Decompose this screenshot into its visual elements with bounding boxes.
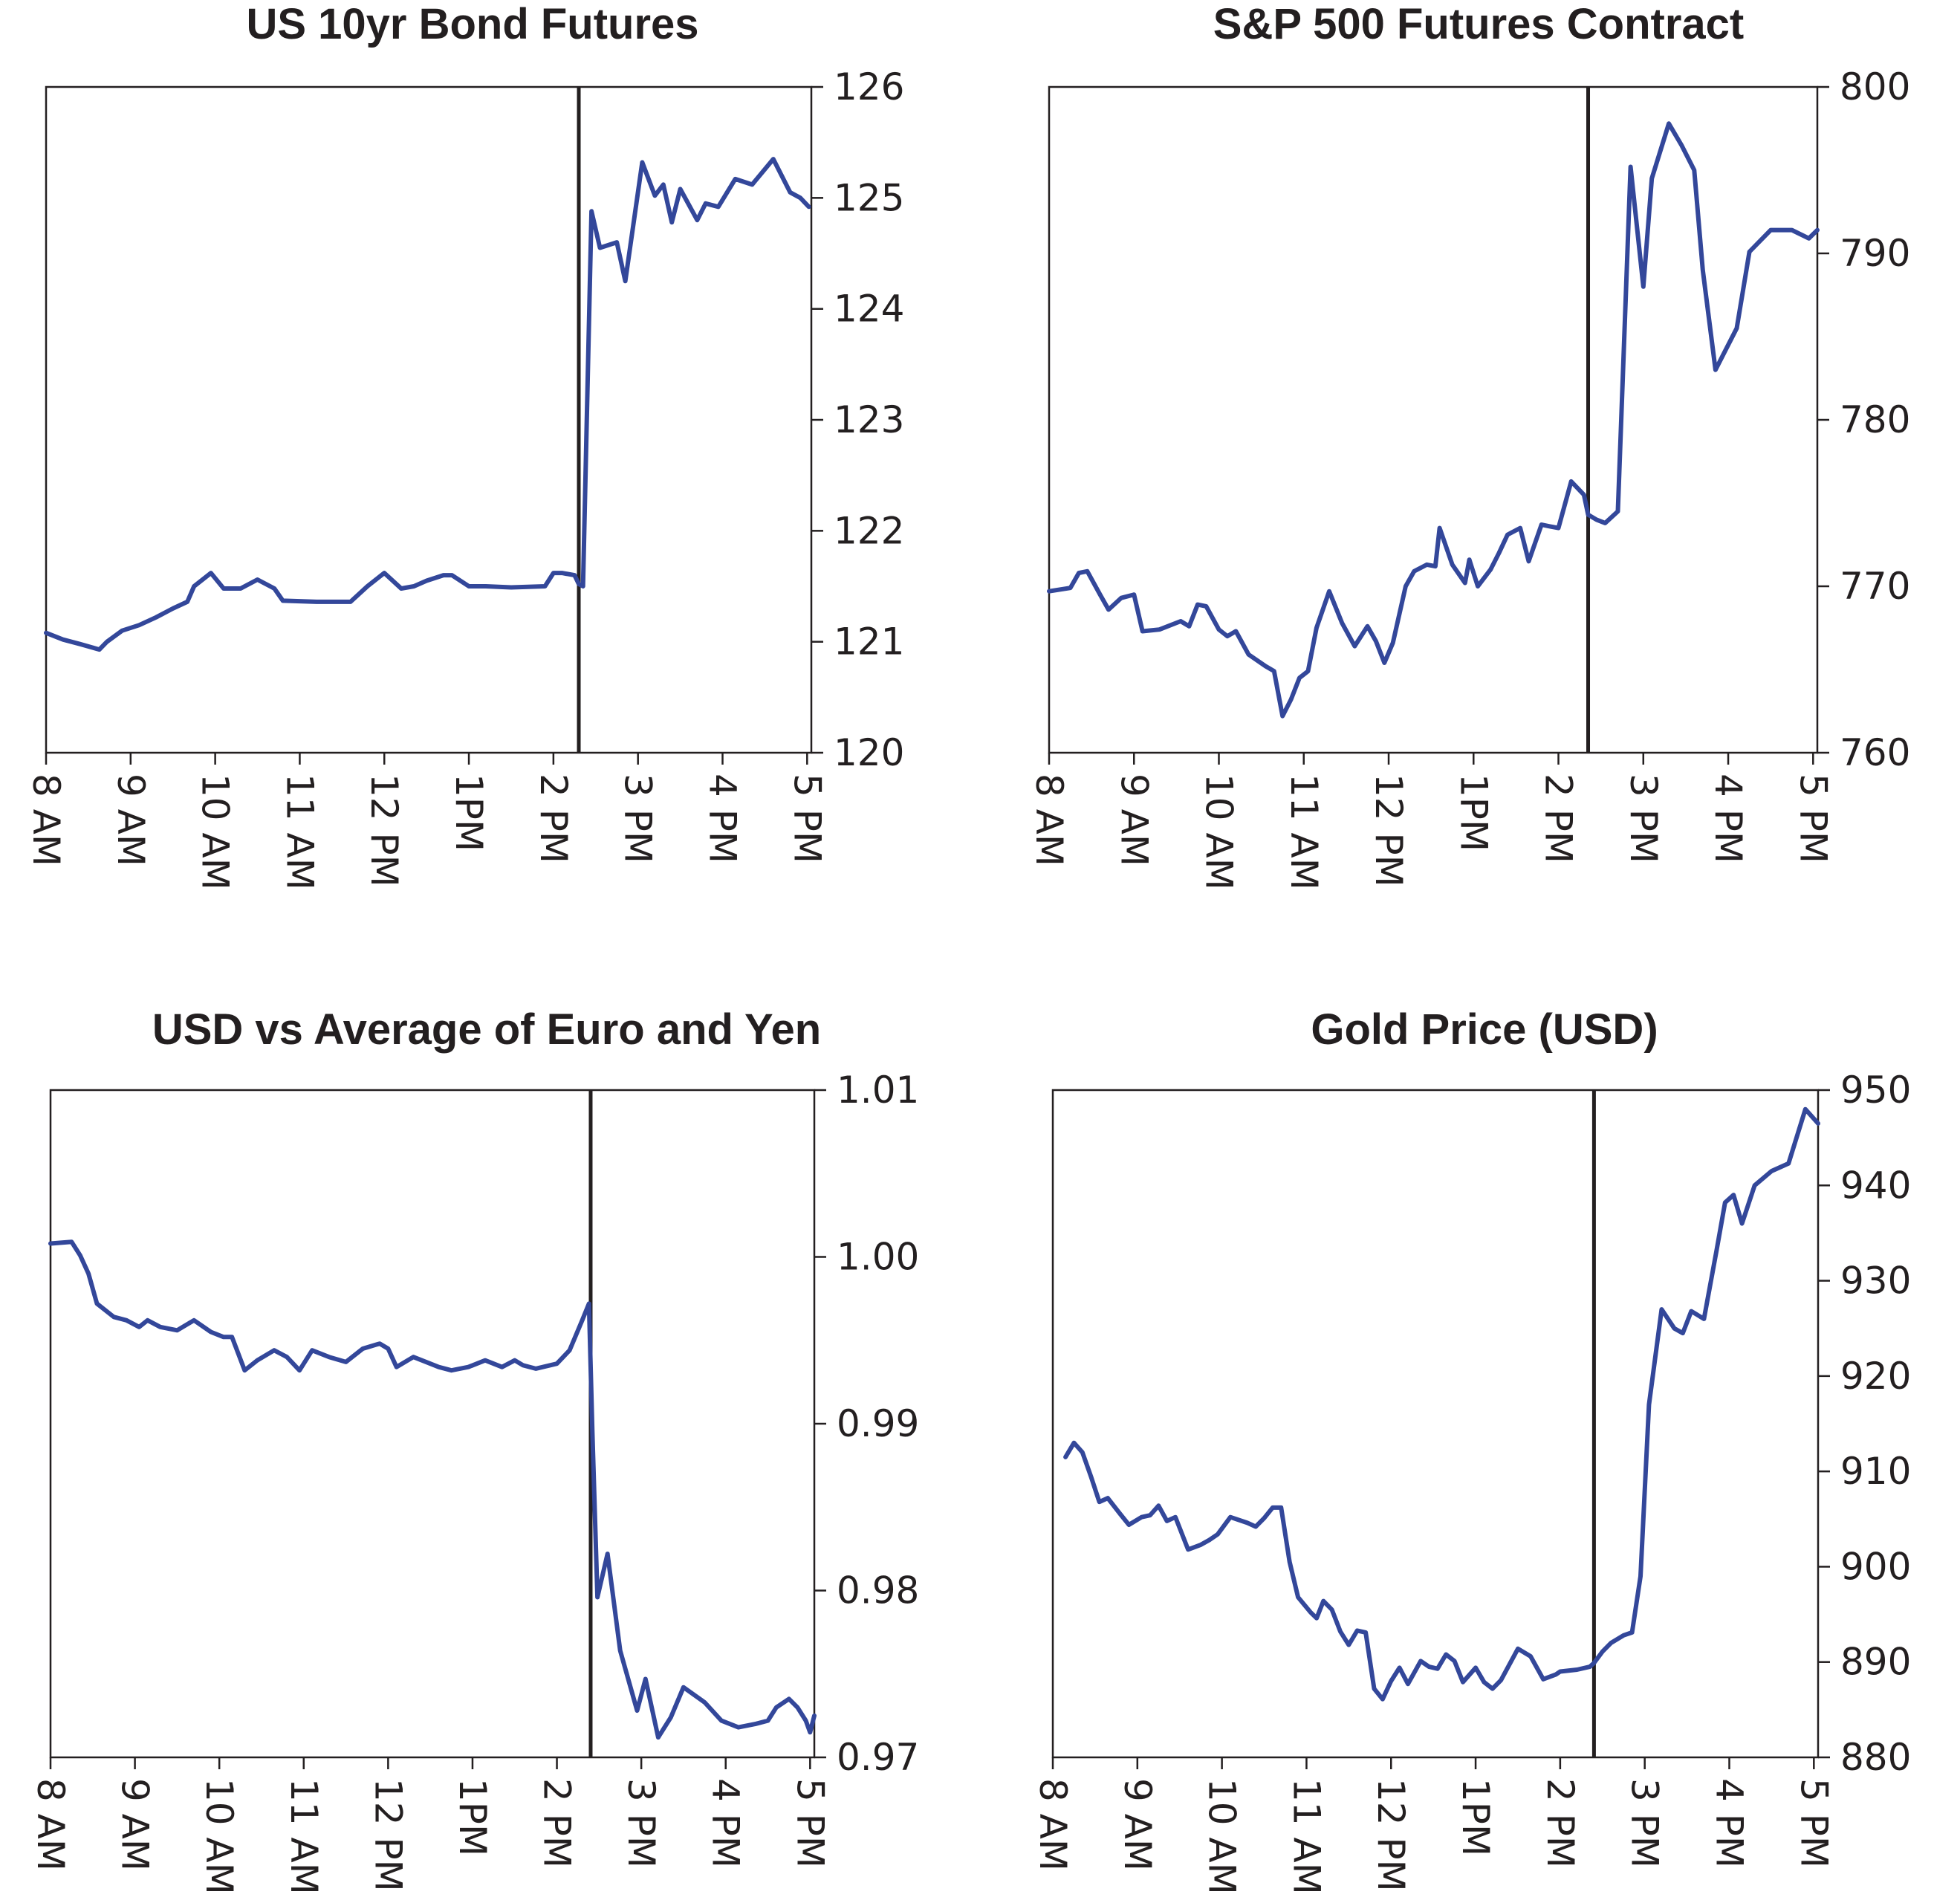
x-axis: 8 AM 9 AM 10 AM 11 AM 12 PM 1PM 2 PM 3 PM 4 PM 5 … [1031, 1757, 1835, 1895]
x-tick-label: 2 PM [1537, 774, 1580, 863]
chart-title: USD vs Average of Euro and Yen [152, 1005, 821, 1054]
plot-marks [1063, 1090, 1820, 1757]
series-line [44, 157, 811, 652]
plot-frame [1051, 1089, 1820, 1759]
x-tick-label: 8 AM [29, 1778, 72, 1871]
y-tick-label: 950 [1840, 1069, 1911, 1112]
x-tick-label: 10 AM [1198, 774, 1241, 890]
x-tick-label: 4 PM [1707, 774, 1750, 863]
x-tick-label: 12 PM [1369, 1778, 1412, 1892]
x-tick-label: 11 AM [278, 774, 321, 890]
y-tick-label: 930 [1840, 1260, 1911, 1303]
y-tick-label: 121 [834, 620, 904, 664]
y-tick-label: 780 [1840, 398, 1910, 441]
y-tick-label: 770 [1840, 565, 1910, 608]
x-tick-label: 9 AM [109, 774, 152, 866]
y-tick-label: 920 [1840, 1355, 1911, 1398]
x-tick-label: 3 PM [620, 1778, 663, 1868]
plot-frame [1048, 85, 1819, 754]
series-line [1047, 121, 1820, 719]
chart-sp500-futures-contract: S&P 500 Futures Contract 760 770 780 790 800… [1028, 0, 1910, 890]
y-tick-label: 122 [834, 509, 904, 552]
x-tick-label: 2 PM [1539, 1778, 1582, 1868]
x-tick-label: 12 PM [366, 1778, 409, 1892]
y-tick-label: 940 [1840, 1164, 1911, 1207]
x-tick-label: 10 AM [194, 774, 237, 890]
x-tick-label: 12 PM [363, 774, 406, 887]
x-tick-label: 8 AM [1028, 774, 1071, 866]
x-tick-label: 10 AM [1201, 1778, 1244, 1895]
x-tick-label: 5 PM [785, 774, 828, 863]
y-tick-label: 1.00 [837, 1236, 919, 1279]
chart-title: Gold Price (USD) [1311, 1005, 1658, 1054]
x-tick-label: 5 PM [1792, 1778, 1835, 1868]
chart-us-10yr-bond-futures: US 10yr Bond Futures 1201211221231241251… [25, 0, 904, 890]
y-axis: 880 890 900 910 920 930 940 950 [1818, 1069, 1911, 1779]
chart-title: S&P 500 Futures Contract [1213, 0, 1744, 48]
x-tick-label: 9 AM [1112, 774, 1155, 866]
x-tick-label: 12 PM [1367, 774, 1410, 887]
y-tick-label: 125 [834, 176, 904, 219]
chart-title: US 10yr Bond Futures [246, 0, 698, 48]
x-tick-label: 1PM [451, 1778, 494, 1856]
y-tick-label: 910 [1840, 1450, 1911, 1493]
x-tick-label: 1PM [447, 774, 490, 852]
x-axis: 8 AM 9 AM 10 AM 11 AM 12 PM 1PM 2 PM 3 PM 4 PM 5 … [29, 1757, 831, 1895]
x-tick-label: 4 PM [1707, 1778, 1750, 1868]
x-tick-label: 2 PM [536, 1778, 579, 1868]
chart-usd-vs-euro-yen: USD vs Average of Euro and Yen 0.970.980… [29, 1005, 919, 1895]
series-line [48, 1239, 817, 1740]
x-tick-label: 2 PM [532, 774, 575, 863]
x-axis: 8 AM 9 AM 10 AM 11 AM 12 PM 1PM 2 PM 3 PM 4 PM 5 … [25, 753, 828, 890]
y-axis: 120 121 122 123 124 125 126 [811, 65, 904, 774]
x-tick-label: 10 AM [198, 1778, 241, 1895]
x-tick-label: 4 PM [704, 1778, 747, 1868]
x-tick-label: 3 PM [617, 774, 660, 863]
plot-marks [48, 1090, 817, 1757]
x-tick-label: 5 PM [1791, 774, 1834, 863]
y-tick-label: 1.01 [837, 1069, 919, 1112]
x-tick-label: 8 AM [1031, 1778, 1074, 1871]
x-tick-label: 9 AM [114, 1778, 157, 1871]
y-axis: 0.97 0.98 0.99 1.00 1.01 [814, 1069, 919, 1779]
x-tick-label: 3 PM [1623, 1778, 1667, 1868]
x-axis: 8 AM 9 AM 10 AM 11 AM 12 PM 1PM 2 PM 3 PM 4 PM 5 … [1028, 753, 1834, 890]
series-line [1063, 1106, 1820, 1702]
x-tick-label: 8 AM [25, 774, 68, 866]
y-tick-label: 0.98 [837, 1569, 919, 1612]
y-tick-label: 124 [834, 288, 904, 331]
y-tick-label: 890 [1840, 1641, 1911, 1684]
chart-gold-price-usd: Gold Price (USD) 880 890 900 910 920 930 940 95… [1031, 1005, 1911, 1895]
x-tick-label: 4 PM [701, 774, 744, 863]
y-tick-label: 800 [1840, 65, 1910, 108]
x-tick-label: 1PM [1454, 1778, 1497, 1856]
x-tick-label: 5 PM [788, 1778, 831, 1868]
y-tick-label: 0.97 [837, 1736, 919, 1779]
x-tick-label: 11 AM [282, 1778, 325, 1895]
plot-marks [1047, 87, 1820, 753]
y-tick-label: 120 [834, 731, 904, 774]
x-tick-label: 1PM [1452, 774, 1495, 852]
y-tick-label: 123 [834, 398, 904, 441]
y-tick-label: 126 [834, 65, 904, 108]
y-tick-label: 0.99 [837, 1402, 919, 1445]
x-tick-label: 9 AM [1116, 1778, 1159, 1871]
y-tick-label: 790 [1840, 232, 1910, 275]
y-tick-label: 900 [1840, 1545, 1911, 1588]
plot-frame [45, 85, 813, 754]
y-tick-label: 760 [1840, 731, 1910, 774]
plot-marks [44, 87, 811, 753]
x-tick-label: 11 AM [1285, 1778, 1328, 1895]
y-axis: 760 770 780 790 800 [1817, 65, 1910, 774]
x-tick-label: 3 PM [1622, 774, 1665, 863]
x-tick-label: 11 AM [1282, 774, 1325, 890]
y-tick-label: 880 [1840, 1736, 1911, 1779]
plot-frame [49, 1089, 816, 1759]
